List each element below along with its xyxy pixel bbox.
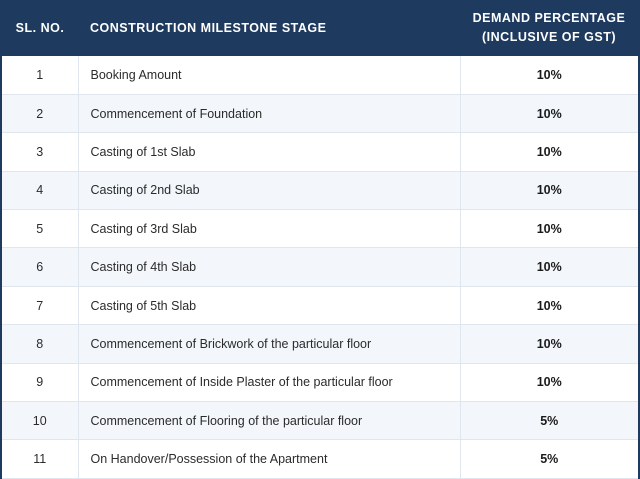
- table-body: 1 Booking Amount 10% 2 Commencement of F…: [2, 56, 638, 479]
- cell-demand: 10%: [460, 247, 638, 287]
- cell-sl-no: 7: [2, 286, 79, 326]
- cell-stage: Casting of 5th Slab: [78, 286, 461, 326]
- cell-demand: 10%: [460, 286, 638, 326]
- table-row: 3 Casting of 1st Slab 10%: [2, 132, 638, 172]
- cell-stage: Commencement of Brickwork of the particu…: [78, 324, 461, 364]
- table-row: 9 Commencement of Inside Plaster of the …: [2, 363, 638, 403]
- table-row: 5 Casting of 3rd Slab 10%: [2, 209, 638, 249]
- table-row: 8 Commencement of Brickwork of the parti…: [2, 324, 638, 364]
- table-row: 10 Commencement of Flooring of the parti…: [2, 401, 638, 441]
- cell-stage: Booking Amount: [78, 56, 461, 95]
- table-row: 7 Casting of 5th Slab 10%: [2, 286, 638, 326]
- cell-demand: 10%: [460, 324, 638, 364]
- cell-demand: 10%: [460, 132, 638, 172]
- header-stage: CONSTRUCTION MILESTONE STAGE: [90, 21, 327, 35]
- header-demand: DEMAND PERCENTAGE (INCLUSIVE OF GST): [460, 0, 638, 56]
- cell-stage: Casting of 3rd Slab: [78, 209, 461, 249]
- cell-demand: 5%: [460, 401, 638, 441]
- header-row: SL. NO. CONSTRUCTION MILESTONE STAGE DEM…: [2, 0, 638, 56]
- cell-stage: Commencement of Inside Plaster of the pa…: [78, 363, 461, 403]
- cell-stage: Casting of 4th Slab: [78, 247, 461, 287]
- cell-demand: 10%: [460, 363, 638, 403]
- cell-stage: Casting of 2nd Slab: [78, 171, 461, 211]
- cell-sl-no: 2: [2, 94, 79, 134]
- table-row: 4 Casting of 2nd Slab 10%: [2, 171, 638, 211]
- table-row: 11 On Handover/Possession of the Apartme…: [2, 439, 638, 479]
- cell-sl-no: 9: [2, 363, 79, 403]
- cell-demand: 10%: [460, 94, 638, 134]
- cell-stage: Commencement of Foundation: [78, 94, 461, 134]
- table-header: SL. NO. CONSTRUCTION MILESTONE STAGE DEM…: [2, 0, 638, 56]
- cell-sl-no: 4: [2, 171, 79, 211]
- header-demand-line2: (INCLUSIVE OF GST): [482, 30, 616, 44]
- cell-sl-no: 10: [2, 401, 79, 441]
- cell-stage: Casting of 1st Slab: [78, 132, 461, 172]
- cell-demand: 10%: [460, 56, 638, 95]
- cell-sl-no: 6: [2, 247, 79, 287]
- cell-sl-no: 11: [2, 439, 79, 479]
- cell-demand: 10%: [460, 209, 638, 249]
- table-row: 1 Booking Amount 10%: [2, 56, 638, 95]
- cell-demand: 10%: [460, 171, 638, 211]
- cell-sl-no: 1: [2, 56, 79, 95]
- table-row: 6 Casting of 4th Slab 10%: [2, 247, 638, 287]
- cell-stage: Commencement of Flooring of the particul…: [78, 401, 461, 441]
- header-demand-line1: DEMAND PERCENTAGE: [472, 11, 626, 25]
- cell-sl-no: 5: [2, 209, 79, 249]
- cell-demand: 5%: [460, 439, 638, 479]
- cell-sl-no: 3: [2, 132, 79, 172]
- header-sl-no: SL. NO.: [15, 21, 65, 35]
- cell-sl-no: 8: [2, 324, 79, 364]
- table-row: 2 Commencement of Foundation 10%: [2, 94, 638, 134]
- cell-stage: On Handover/Possession of the Apartment: [78, 439, 461, 479]
